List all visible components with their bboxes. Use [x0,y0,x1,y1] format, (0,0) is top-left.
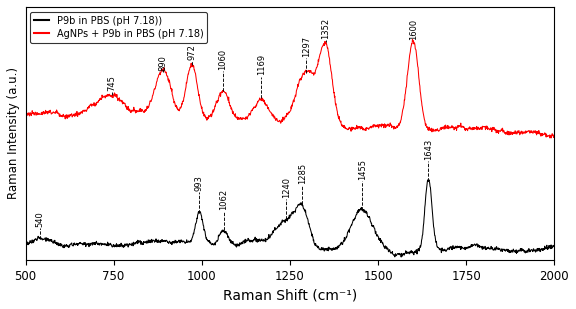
Text: 1060: 1060 [218,49,228,70]
Text: 1643: 1643 [424,139,433,160]
AgNPs + P9b in PBS (pH 7.18) [409,37,416,41]
Y-axis label: Raman Intensity (a.u.): Raman Intensity (a.u.) [7,67,20,199]
AgNPs + P9b in PBS (pH 7.18) [22,110,29,113]
Text: 1297: 1297 [302,36,311,57]
AgNPs + P9b in PBS (pH 7.18) [551,134,558,138]
Line: P9b in PBS (pH 7.18)): P9b in PBS (pH 7.18)) [25,180,554,257]
AgNPs + P9b in PBS (pH 7.18) [63,115,70,119]
P9b in PBS (pH 7.18)) [247,239,253,243]
Line: AgNPs + P9b in PBS (pH 7.18): AgNPs + P9b in PBS (pH 7.18) [25,39,554,138]
P9b in PBS (pH 7.18)) [267,235,274,239]
AgNPs + P9b in PBS (pH 7.18) [323,41,330,45]
X-axis label: Raman Shift (cm⁻¹): Raman Shift (cm⁻¹) [223,288,357,302]
P9b in PBS (pH 7.18)) [551,244,558,248]
P9b in PBS (pH 7.18)) [323,248,330,252]
AgNPs + P9b in PBS (pH 7.18) [267,110,274,114]
Text: 1062: 1062 [219,189,228,210]
Text: 1240: 1240 [282,177,291,198]
Text: 1169: 1169 [257,54,266,75]
Text: 1455: 1455 [358,159,367,180]
P9b in PBS (pH 7.18)) [85,242,92,246]
Text: 993: 993 [195,175,204,191]
Text: 1285: 1285 [298,163,306,184]
AgNPs + P9b in PBS (pH 7.18) [247,112,253,115]
Text: 972: 972 [187,44,196,60]
AgNPs + P9b in PBS (pH 7.18) [547,136,554,140]
P9b in PBS (pH 7.18)) [63,243,70,247]
Text: 890: 890 [158,55,168,71]
P9b in PBS (pH 7.18)) [22,242,29,246]
Text: 1600: 1600 [409,19,418,40]
Text: 1352: 1352 [321,18,330,39]
Text: 540: 540 [35,212,44,227]
P9b in PBS (pH 7.18)) [397,255,404,259]
P9b in PBS (pH 7.18)) [257,239,264,243]
P9b in PBS (pH 7.18)) [426,178,433,182]
Legend: P9b in PBS (pH 7.18)), AgNPs + P9b in PBS (pH 7.18): P9b in PBS (pH 7.18)), AgNPs + P9b in PB… [31,12,207,43]
Text: 745: 745 [107,75,116,91]
AgNPs + P9b in PBS (pH 7.18) [257,98,264,101]
AgNPs + P9b in PBS (pH 7.18) [85,107,92,110]
